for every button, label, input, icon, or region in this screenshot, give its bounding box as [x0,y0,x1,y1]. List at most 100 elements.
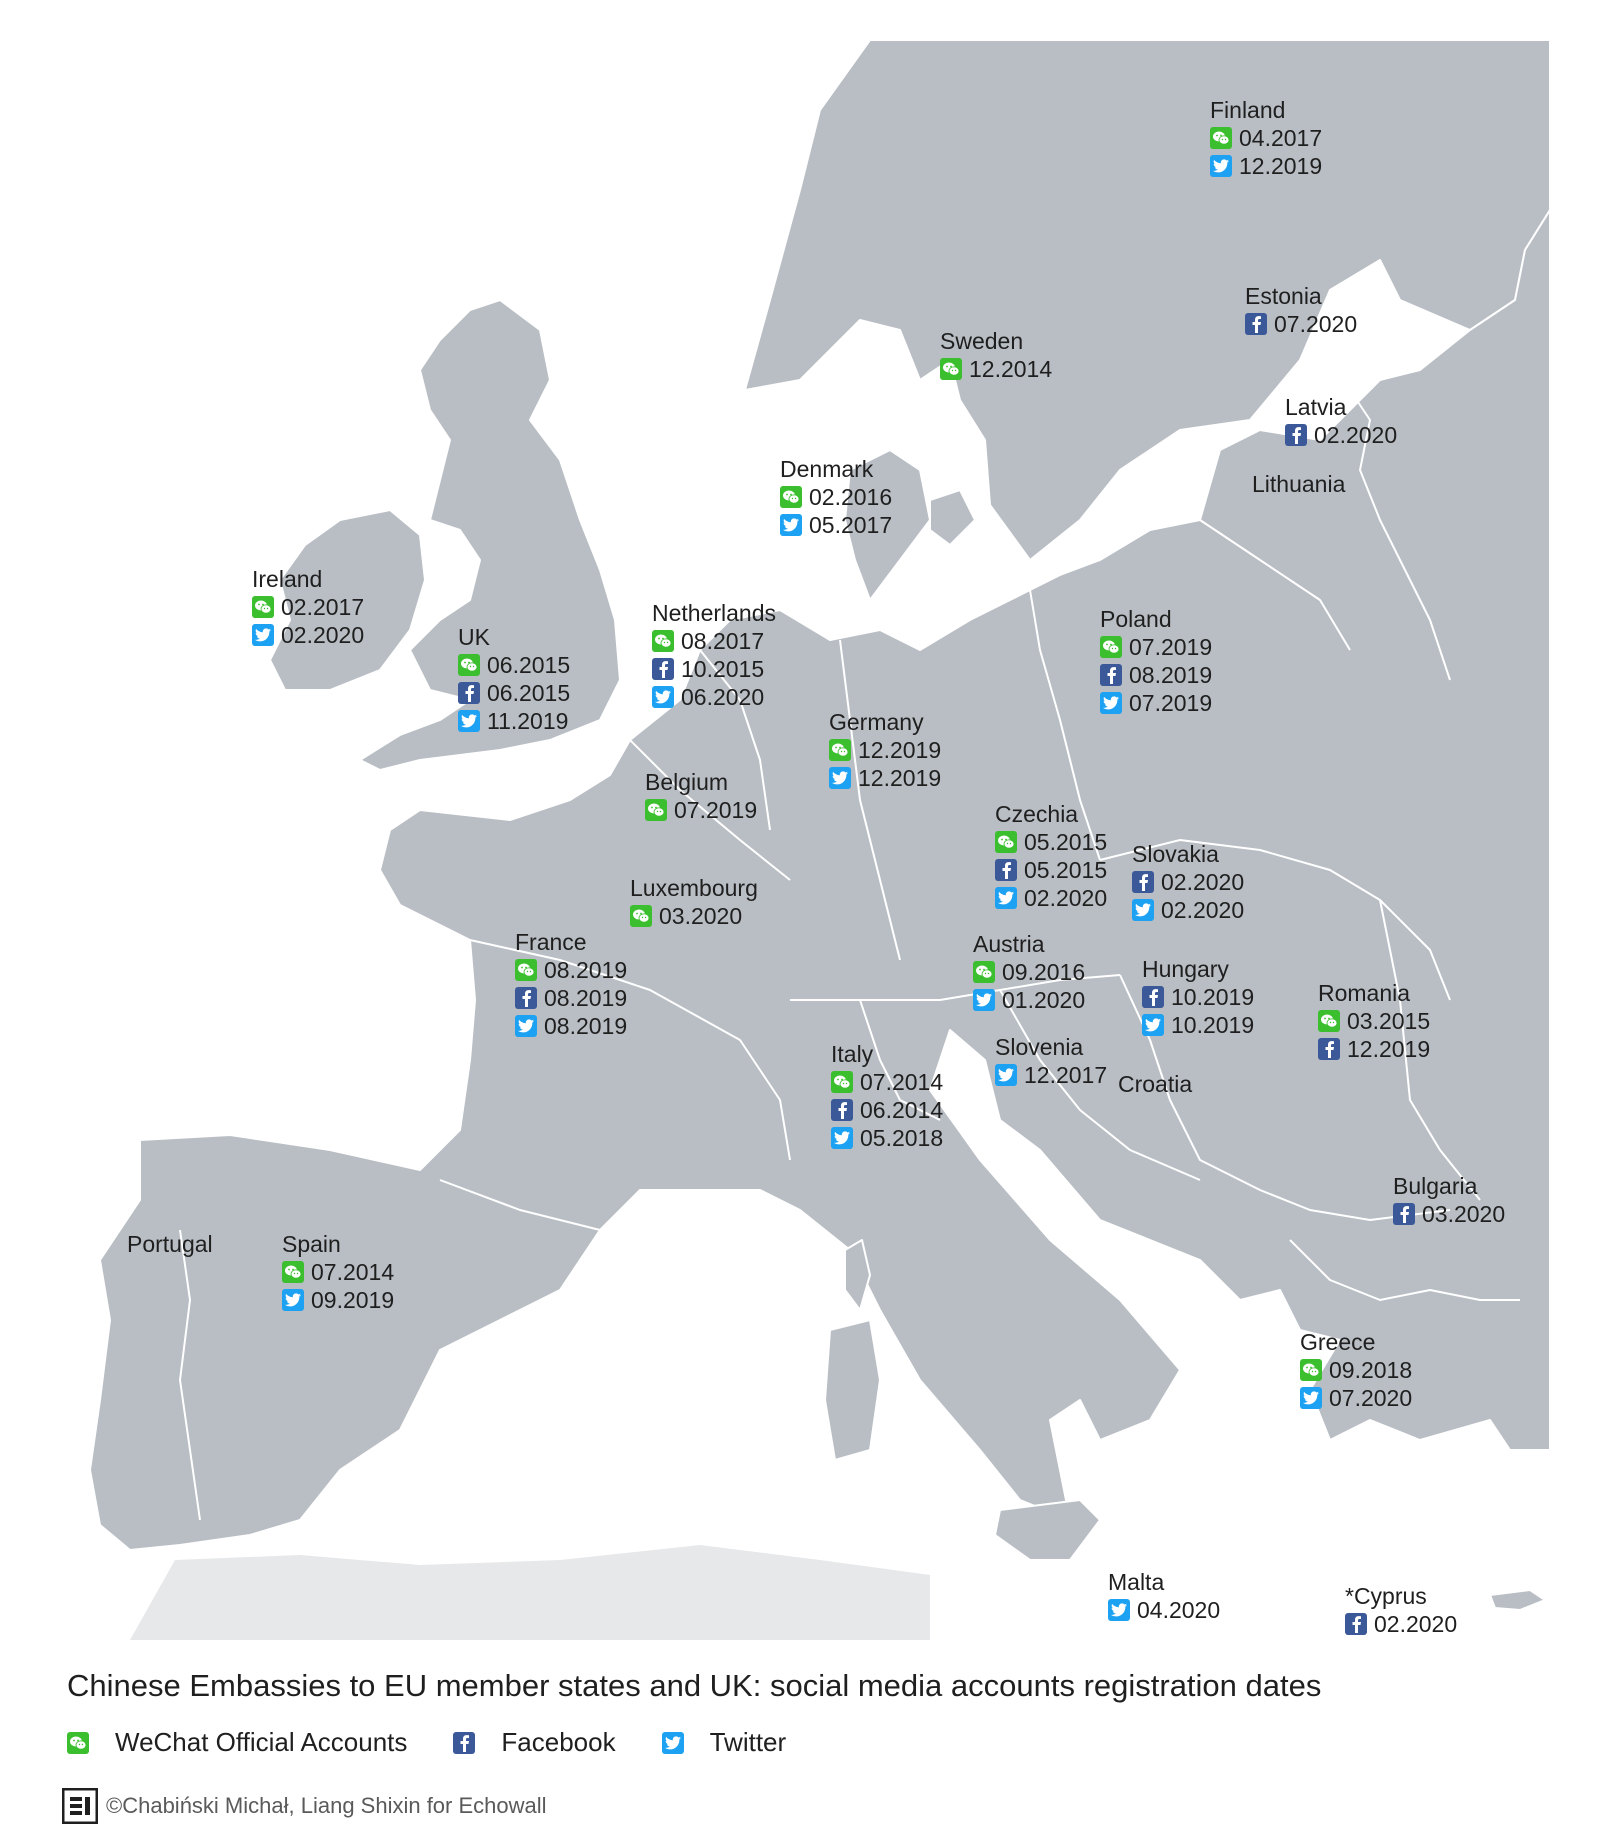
country-name: Ireland [252,566,323,592]
country-name: Finland [1210,97,1286,123]
registration-date: 02.2020 [1314,422,1398,448]
country-name: Hungary [1142,956,1229,982]
wechat-icon [829,739,851,761]
registration-date: 10.2015 [681,656,765,682]
twitter-icon [1108,1599,1130,1621]
twitter-icon [995,1064,1017,1086]
great-britain-landmass [359,299,621,771]
twitter-icon [458,710,480,732]
facebook-icon [995,859,1017,881]
account-entry-wechat: 07.2019 [1100,633,1212,661]
legend-title: Chinese Embassies to EU member states an… [67,1668,1322,1703]
country-label-malta: Malta 04.2020 [1108,1568,1220,1624]
account-entry-twitter: 12.2019 [829,764,941,792]
country-label-greece: Greece 09.2018 07.2020 [1300,1328,1412,1412]
account-entry-facebook: 10.2019 [1142,983,1254,1011]
account-entry-facebook: 03.2020 [1393,1200,1505,1228]
registration-date: 03.2015 [1347,1008,1431,1034]
legend-item-wechat: WeChat Official Accounts [67,1727,407,1758]
country-name: Sweden [940,328,1024,354]
registration-date: 04.2017 [1239,125,1323,151]
country-label-estonia: Estonia 07.2020 [1245,282,1357,338]
twitter-icon [515,1015,537,1037]
corsica-island [844,1239,871,1311]
account-entry-wechat: 06.2015 [458,651,570,679]
country-label-italy: Italy 07.2014 06.2014 05.2018 [831,1040,943,1152]
account-entry-twitter: 12.2017 [995,1061,1107,1089]
wechat-icon [652,630,674,652]
registration-date: 07.2019 [1129,634,1213,660]
registration-date: 02.2020 [1161,869,1245,895]
country-name: Lithuania [1252,471,1346,497]
country-label-ireland: Ireland 02.2017 02.2020 [252,565,364,649]
account-entry-facebook: 02.2020 [1285,421,1397,449]
registration-date: 09.2016 [1002,959,1086,985]
facebook-icon [1318,1038,1340,1060]
account-entry-wechat: 03.2020 [630,902,758,930]
registration-date: 12.2014 [969,356,1053,382]
account-entry-twitter: 11.2019 [458,707,570,735]
facebook-icon [1285,424,1307,446]
account-entry-wechat: 08.2019 [515,956,627,984]
account-entry-wechat: 12.2019 [829,736,941,764]
registration-date: 06.2014 [860,1097,944,1123]
country-name: Luxembourg [630,875,758,901]
registration-date: 09.2018 [1329,1357,1413,1383]
registration-date: 05.2017 [809,512,893,538]
wechat-icon [1210,127,1232,149]
registration-date: 07.2014 [311,1259,395,1285]
twitter-icon [282,1289,304,1311]
account-entry-wechat: 09.2018 [1300,1356,1412,1384]
account-entry-wechat: 03.2015 [1318,1007,1430,1035]
facebook-icon [652,658,674,680]
country-label-netherlands: Netherlands 08.2017 10.2015 06.2020 [652,599,776,711]
registration-date: 02.2020 [1161,897,1245,923]
registration-date: 05.2015 [1024,857,1108,883]
zealand-island [929,489,976,546]
country-label-lithuania: Lithuania [1252,470,1345,498]
twitter-icon [1210,155,1232,177]
twitter-icon [1132,899,1154,921]
registration-date: 12.2019 [1347,1036,1431,1062]
account-entry-facebook: 07.2020 [1245,310,1357,338]
credit: ©Chabiński Michał, Liang Shixin for Echo… [62,1788,547,1824]
legend-item-facebook: Facebook [453,1727,616,1758]
registration-date: 12.2019 [1239,153,1323,179]
account-entry-twitter: 01.2020 [973,986,1085,1014]
wechat-icon [645,799,667,821]
facebook-icon [1345,1613,1367,1635]
registration-date: 02.2020 [1374,1611,1458,1637]
account-entry-twitter: 05.2017 [780,511,892,539]
facebook-icon [1142,986,1164,1008]
country-name: Slovakia [1132,841,1219,867]
country-label-uk: UK 06.2015 06.2015 11.2019 [458,623,570,735]
registration-date: 05.2015 [1024,829,1108,855]
registration-date: 03.2020 [1422,1201,1506,1227]
facebook-icon [453,1731,476,1754]
country-name: Portugal [127,1231,213,1257]
account-entry-facebook: 08.2019 [1100,661,1212,689]
continental-europe-landmass [89,209,1551,1551]
account-entry-wechat: 07.2014 [282,1258,394,1286]
legend-label: Facebook [501,1727,616,1757]
country-label-austria: Austria 09.2016 01.2020 [973,930,1085,1014]
account-entry-twitter: 02.2020 [995,884,1107,912]
account-entry-facebook: 10.2015 [652,655,776,683]
registration-date: 12.2017 [1024,1062,1108,1088]
wechat-icon [630,905,652,927]
registration-date: 05.2018 [860,1125,944,1151]
account-entry-twitter: 07.2020 [1300,1384,1412,1412]
registration-date: 08.2017 [681,628,765,654]
account-entry-wechat: 02.2016 [780,483,892,511]
country-name: Czechia [995,801,1079,827]
scandinavia-landmass [744,39,1551,561]
registration-date: 03.2020 [659,903,743,929]
facebook-icon [515,987,537,1009]
map: Finland 04.2017 12.2019 Estonia 07.2020 Swede… [89,39,1551,1640]
registration-date: 06.2015 [487,680,571,706]
echowall-logo-icon [62,1788,98,1824]
account-entry-facebook: 06.2014 [831,1096,943,1124]
sicily-island [994,1499,1101,1561]
account-entry-twitter: 09.2019 [282,1286,394,1314]
wechat-icon [1300,1359,1322,1381]
